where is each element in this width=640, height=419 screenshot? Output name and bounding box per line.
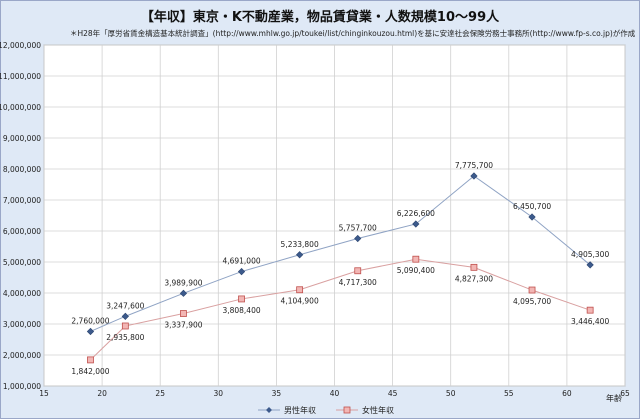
female-data-label: 4,104,900 xyxy=(281,297,319,306)
x-tick-label: 65 xyxy=(620,389,630,398)
legend-male-marker xyxy=(266,407,272,413)
legend-female-label: 女性年収 xyxy=(362,405,394,415)
male-data-label: 4,691,000 xyxy=(222,257,260,266)
male-point xyxy=(179,289,188,297)
x-tick-labels: 15 20 25 30 35 40 45 50 55 60 65 xyxy=(39,389,630,398)
female-point xyxy=(586,306,594,314)
male-data-label: 2,760,000 xyxy=(71,316,109,325)
y-tick-label: 7,000,000 xyxy=(3,196,41,205)
y-tick-labels: 1,000,000 2,000,000 3,000,000 4,000,000 5,00… xyxy=(0,41,41,391)
female-data-label: 5,090,400 xyxy=(397,266,435,275)
y-tick-label: 12,000,000 xyxy=(0,41,41,50)
male-point xyxy=(528,213,536,221)
male-point xyxy=(586,261,594,269)
male-point xyxy=(412,220,420,228)
male-point xyxy=(470,172,478,180)
y-tick-label: 2,000,000 xyxy=(3,351,41,360)
x-tick-label: 60 xyxy=(562,389,572,398)
chart-subtitle: ＊H28年「厚労省賃金構造基本統計調査」(http://www.mhlw.go.… xyxy=(70,29,636,38)
x-tick-label: 15 xyxy=(39,389,49,398)
x-axis-label: 年齢 xyxy=(606,393,622,403)
x-tick-label: 30 xyxy=(214,389,224,398)
y-tick-label: 11,000,000 xyxy=(0,72,41,81)
y-tick-label: 4,000,000 xyxy=(3,289,41,298)
female-point xyxy=(87,356,94,364)
y-tick-label: 10,000,000 xyxy=(0,103,41,112)
x-tick-label: 50 xyxy=(446,389,456,398)
male-data-label: 5,757,700 xyxy=(339,224,377,233)
series-line-1 xyxy=(90,258,591,361)
series-group xyxy=(86,172,594,364)
female-point xyxy=(354,267,362,275)
female-point xyxy=(238,295,245,303)
male-point xyxy=(296,251,304,259)
female-data-label: 3,446,400 xyxy=(571,317,609,326)
female-point xyxy=(528,286,536,294)
female-point xyxy=(296,286,304,294)
x-tick-label: 35 xyxy=(272,389,282,398)
y-tick-label: 5,000,000 xyxy=(3,258,41,267)
male-data-label: 4,905,300 xyxy=(571,250,609,259)
x-tick-label: 25 xyxy=(155,389,165,398)
male-data-label: 5,233,800 xyxy=(281,240,319,249)
male-point xyxy=(121,312,129,320)
male-data-label: 7,775,700 xyxy=(455,161,493,170)
series-line-0 xyxy=(90,175,591,332)
male-data-label: 6,450,700 xyxy=(513,202,551,211)
x-tick-label: 40 xyxy=(330,389,340,398)
female-point xyxy=(412,255,420,263)
legend-male-label: 男性年収 xyxy=(284,405,316,415)
female-data-label: 4,717,300 xyxy=(339,278,377,287)
y-tick-label: 6,000,000 xyxy=(3,227,41,236)
male-data-label: 6,226,600 xyxy=(397,209,435,218)
female-data-label: 1,842,000 xyxy=(71,367,109,376)
female-data-label: 2,935,800 xyxy=(106,333,144,342)
female-point xyxy=(180,310,187,317)
female-data-label: 3,808,400 xyxy=(222,306,260,315)
data-label-group: 2,760,000 3,247,600 3,989,900 4,691,000 5,23… xyxy=(71,161,609,376)
male-data-label: 3,989,900 xyxy=(164,278,202,287)
female-data-label: 4,095,700 xyxy=(513,297,551,306)
female-point xyxy=(121,322,129,330)
y-tick-label: 9,000,000 xyxy=(3,134,41,143)
male-data-label: 3,247,600 xyxy=(106,301,144,310)
y-tick-label: 3,000,000 xyxy=(3,320,41,329)
male-point xyxy=(86,327,95,336)
male-point xyxy=(354,234,362,243)
legend: 男性年収 女性年収 xyxy=(258,405,394,415)
female-data-label: 3,337,900 xyxy=(164,321,202,330)
y-tick-label: 8,000,000 xyxy=(3,165,41,174)
male-point xyxy=(237,267,246,276)
x-tick-label: 55 xyxy=(504,389,514,398)
female-data-label: 4,827,300 xyxy=(455,274,493,283)
x-tick-label: 45 xyxy=(388,389,398,398)
y-tick-label: 1,000,000 xyxy=(3,382,41,391)
female-point xyxy=(470,263,478,271)
chart-title: 【年収】東京・K不動産業，物品賃貸業・人数規模10～99人 xyxy=(140,10,500,25)
x-tick-label: 20 xyxy=(97,389,107,398)
grid-lines xyxy=(43,44,626,387)
legend-female-marker xyxy=(343,406,351,414)
